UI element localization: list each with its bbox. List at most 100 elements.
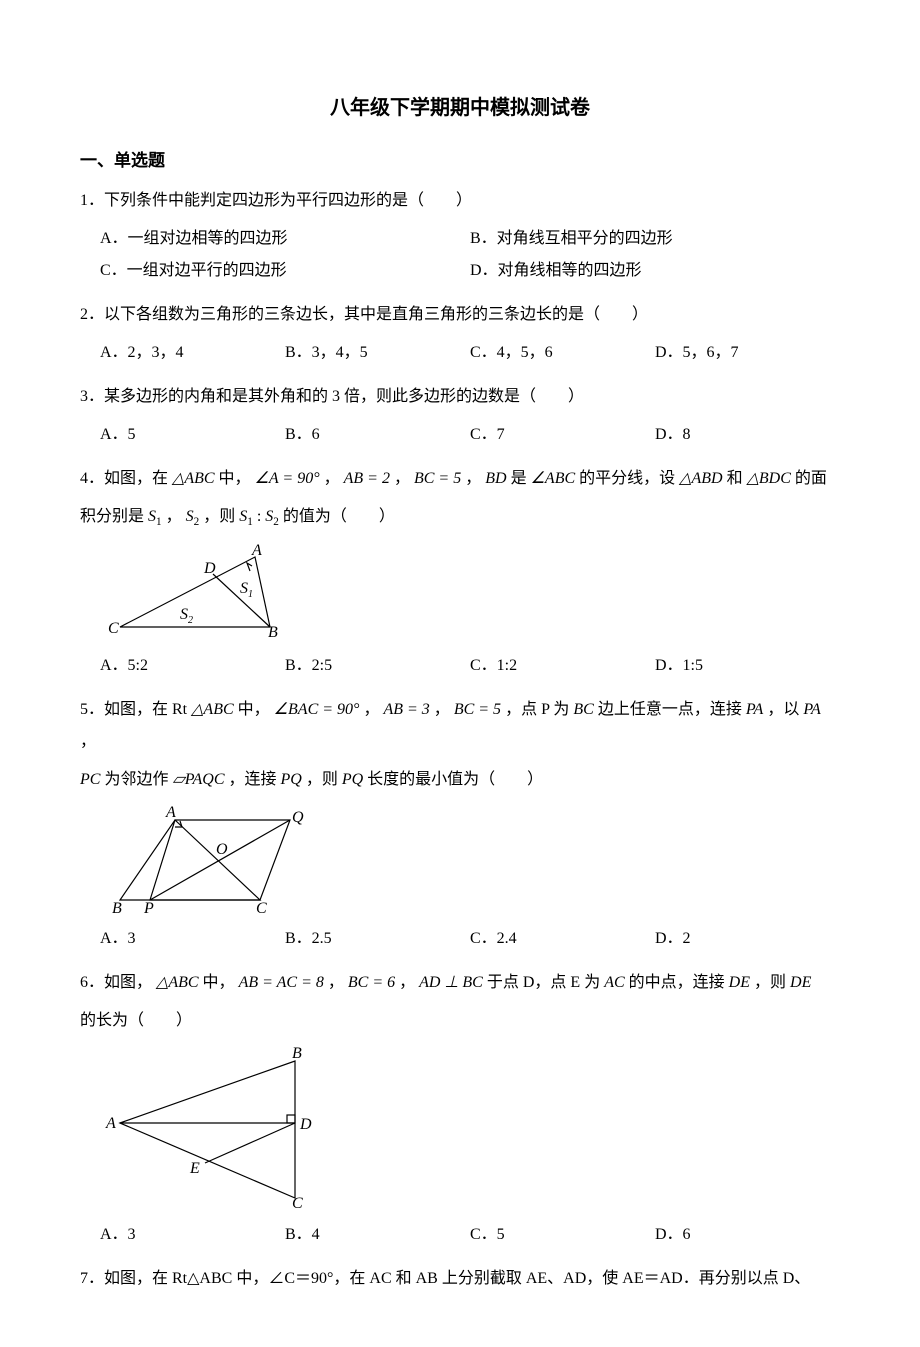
q3-option-a: A．5 [100, 419, 285, 451]
q5-paqc: ▱PAQC [172, 771, 224, 788]
q6-mid2: ， [328, 974, 344, 991]
q2-text: 2．以下各组数为三角形的三条边长，其中是直角三角形的三条边长的是（ ） [80, 299, 840, 331]
q5-option-d: D．2 [655, 923, 840, 955]
q4-bc: BC = 5 [414, 470, 461, 487]
q4-tri-abc: △ABC [172, 470, 215, 487]
q5-angle-bac: ∠BAC = 90° [274, 701, 360, 718]
svg-text:S: S [240, 580, 248, 597]
q7-text: 7．如图，在 Rt△ABC 中，∠C＝90°，在 AC 和 AB 上分别截取 A… [80, 1263, 840, 1295]
q4-option-a: A．5:2 [100, 650, 285, 682]
q6-figure: B A D E C [80, 1043, 840, 1213]
q6-ab-ac: AB = AC = 8 [239, 974, 324, 991]
q5-option-b: B．2.5 [285, 923, 470, 955]
q3-option-d: D．8 [655, 419, 840, 451]
q5-text-line2: PC 为邻边作 ▱PAQC ，连接 PQ ，则 PQ 长度的最小值为（ ） [80, 764, 840, 796]
q4-option-d: D．1:5 [655, 650, 840, 682]
q5-mid7: ， [80, 733, 96, 750]
svg-text:B: B [268, 624, 278, 641]
q4-line2d: : [257, 508, 261, 525]
q5-pq2: PQ [342, 771, 363, 788]
q4-option-c: C．1:2 [470, 650, 655, 682]
q6-ac: AC [604, 974, 624, 991]
q5-figure: A Q B P C O [80, 802, 840, 917]
q6-option-d: D．6 [655, 1219, 840, 1251]
q4-angle-abc: ∠ABC [531, 470, 576, 487]
svg-text:D: D [203, 560, 216, 577]
svg-text:B: B [292, 1045, 302, 1062]
question-1: 1．下列条件中能判定四边形为平行四边形的是（ ） A．一组对边相等的四边形 B．… [80, 185, 840, 287]
q6-ad-perp: AD ⊥ BC [419, 974, 483, 991]
svg-text:E: E [189, 1160, 200, 1177]
page-title: 八年级下学期期中模拟测试卷 [80, 90, 840, 126]
q6-de2: DE [790, 974, 811, 991]
q4-line2a: 积分别是 [80, 508, 144, 525]
q4-line2c: ，则 [203, 508, 235, 525]
q5-bc-side: BC [573, 701, 593, 718]
q1-text: 1．下列条件中能判定四边形为平行四边形的是（ ） [80, 185, 840, 217]
q4-tri-abd: △ABD [679, 470, 722, 487]
q1-option-c: C．一组对边平行的四边形 [100, 255, 470, 287]
q5-pa2: PA [803, 701, 820, 718]
q6-mid6: ，则 [754, 974, 786, 991]
svg-text:S: S [180, 606, 188, 623]
q5-tri-abc: △ABC [191, 701, 234, 718]
q5-option-a: A．3 [100, 923, 285, 955]
q4-text-mid2: ， [324, 470, 340, 487]
q4-figure: A D C B S1 S2 [80, 539, 840, 644]
q2-options: A．2，3，4 B．3，4，5 C．4，5，6 D．5，6，7 [80, 337, 840, 369]
svg-text:P: P [143, 900, 154, 917]
question-5: 5．如图，在 Rt △ABC 中， ∠BAC = 90° ， AB = 3 ， … [80, 694, 840, 955]
q5-pa: PA [746, 701, 763, 718]
q4-option-b: B．2:5 [285, 650, 470, 682]
question-4: 4．如图，在 △ABC 中， ∠A = 90° ， AB = 2 ， BC = … [80, 463, 840, 683]
q5-mid5: 边上任意一点，连接 [598, 701, 742, 718]
q1-options: A．一组对边相等的四边形 B．对角线互相平分的四边形 C．一组对边平行的四边形 … [80, 223, 840, 287]
q5-mid2: ， [363, 701, 379, 718]
q6-de: DE [729, 974, 750, 991]
q5-line2b: ，连接 [228, 771, 276, 788]
q4-text-mid2b: ， [394, 470, 410, 487]
q4-s2: S [186, 508, 194, 525]
q5-mid6: ，以 [767, 701, 799, 718]
q2-option-c: C．4，5，6 [470, 337, 655, 369]
svg-text:A: A [105, 1115, 116, 1132]
q5-text: 5．如图，在 Rt △ABC 中， ∠BAC = 90° ， AB = 3 ， … [80, 694, 840, 758]
q6-text: 6．如图， △ABC 中， AB = AC = 8 ， BC = 6 ， AD … [80, 967, 840, 999]
q3-option-b: B．6 [285, 419, 470, 451]
q4-text-mid5: 的平分线，设 [579, 470, 675, 487]
q4-text-mid7: 的面 [795, 470, 827, 487]
q5-options: A．3 B．2.5 C．2.4 D．2 [80, 923, 840, 955]
q4-s2-sub: 2 [194, 516, 200, 528]
q4-text-prefix: 4．如图，在 [80, 470, 168, 487]
svg-text:O: O [216, 841, 228, 858]
q5-mid3: ， [434, 701, 450, 718]
q4-text-mid1: 中， [219, 470, 251, 487]
q6-option-a: A．3 [100, 1219, 285, 1251]
q5-line2c: ，则 [306, 771, 338, 788]
q4-s1: S [148, 508, 156, 525]
q6-text-line2: 的长为（ ） [80, 1005, 840, 1037]
q5-line2a: 为邻边作 [104, 771, 168, 788]
svg-text:C: C [292, 1195, 303, 1212]
svg-text:Q: Q [292, 809, 304, 826]
q5-pq: PQ [281, 771, 302, 788]
svg-text:1: 1 [248, 589, 253, 600]
q6-tri-abc: △ABC [156, 974, 199, 991]
question-6: 6．如图， △ABC 中， AB = AC = 8 ， BC = 6 ， AD … [80, 967, 840, 1251]
q6-mid5: 的中点，连接 [629, 974, 725, 991]
q6-mid1: 中， [203, 974, 235, 991]
q6-mid4: 于点 D，点 E 为 [487, 974, 600, 991]
svg-text:B: B [112, 900, 122, 917]
q2-option-a: A．2，3，4 [100, 337, 285, 369]
q4-line2b: ， [166, 508, 182, 525]
q6-options: A．3 B．4 C．5 D．6 [80, 1219, 840, 1251]
q5-text-prefix: 5．如图，在 Rt [80, 701, 187, 718]
q1-option-b: B．对角线互相平分的四边形 [470, 223, 840, 255]
q1-option-a: A．一组对边相等的四边形 [100, 223, 470, 255]
q6-text-prefix: 6．如图， [80, 974, 152, 991]
q4-angle-a: ∠A = 90° [255, 470, 320, 487]
q4-s1-sub: 1 [156, 516, 162, 528]
q2-option-b: B．3，4，5 [285, 337, 470, 369]
q6-option-b: B．4 [285, 1219, 470, 1251]
q5-pc: PC [80, 771, 100, 788]
